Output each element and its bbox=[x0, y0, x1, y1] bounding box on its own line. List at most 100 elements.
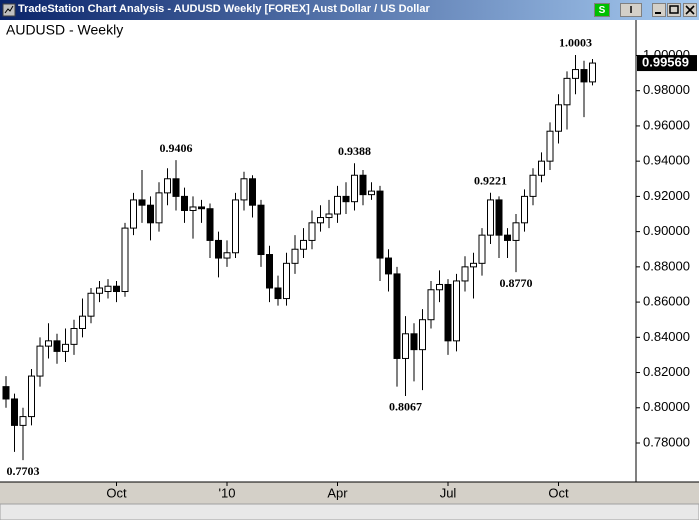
candle-body bbox=[300, 239, 307, 250]
candle-body bbox=[351, 174, 358, 203]
scrollbar[interactable] bbox=[0, 503, 699, 520]
window-title: TradeStation Chart Analysis - AUDUSD Wee… bbox=[18, 3, 430, 15]
high-label: 0.9388 bbox=[338, 144, 371, 158]
candle-body bbox=[342, 195, 350, 203]
candle-body bbox=[130, 199, 137, 229]
candle-body bbox=[70, 328, 78, 345]
candle-body bbox=[291, 248, 299, 264]
low-label: 0.8067 bbox=[389, 400, 422, 414]
x-tick-label: Oct bbox=[106, 485, 127, 500]
candle-body bbox=[45, 340, 52, 347]
y-tick-label: 0.92000 bbox=[643, 188, 690, 203]
candle-body bbox=[555, 104, 562, 132]
candle-body bbox=[393, 273, 401, 359]
x-tick-label: Apr bbox=[327, 485, 348, 500]
candle-body bbox=[283, 262, 290, 300]
candle-body bbox=[172, 178, 180, 197]
candle-body bbox=[138, 199, 146, 206]
minimize-button[interactable] bbox=[652, 3, 666, 17]
candle-body bbox=[444, 283, 452, 342]
candle-body bbox=[470, 262, 477, 268]
price-axis-panel bbox=[636, 20, 699, 482]
candle-body bbox=[62, 343, 69, 352]
plot: 0.78000 0.80000 0.82000 0.84000 0.86000 0.880… bbox=[2, 36, 697, 500]
candle-body bbox=[113, 285, 120, 293]
candle-body bbox=[521, 195, 528, 224]
candle-body bbox=[155, 192, 163, 224]
candle-body bbox=[529, 174, 537, 197]
high-label: 1.0003 bbox=[559, 36, 592, 50]
y-tick-label: 0.82000 bbox=[643, 364, 690, 379]
x-tick-label: Jul bbox=[440, 485, 457, 500]
last-price-label: 0.99569 bbox=[642, 54, 689, 69]
candle-body bbox=[376, 190, 384, 259]
close-icon bbox=[685, 5, 695, 15]
candle-body bbox=[427, 289, 435, 321]
i-button[interactable]: I bbox=[620, 3, 642, 17]
y-tick-label: 0.98000 bbox=[643, 82, 690, 97]
candle-body bbox=[512, 222, 520, 241]
candle-body bbox=[223, 252, 231, 259]
candle-body bbox=[19, 416, 27, 426]
y-tick-label: 0.84000 bbox=[643, 329, 690, 344]
candle-body bbox=[410, 333, 418, 351]
candle-body bbox=[2, 386, 10, 400]
candle-body bbox=[266, 254, 273, 289]
plot-area bbox=[0, 20, 636, 482]
candle-body bbox=[368, 190, 375, 196]
candle-body bbox=[232, 199, 239, 254]
y-tick-label: 0.88000 bbox=[643, 258, 690, 273]
candle-body bbox=[453, 280, 460, 342]
candle-body bbox=[334, 195, 341, 215]
candle-body bbox=[325, 213, 333, 219]
candle-body bbox=[104, 285, 112, 293]
candle-body bbox=[538, 160, 545, 176]
low-label: 0.8770 bbox=[500, 276, 533, 290]
candle-body bbox=[402, 333, 409, 359]
candle-body bbox=[274, 287, 282, 300]
candle-body bbox=[87, 292, 95, 317]
candle-body bbox=[580, 69, 588, 83]
maximize-button[interactable] bbox=[667, 3, 681, 17]
high-label: 0.9221 bbox=[474, 173, 507, 187]
y-tick-label: 0.86000 bbox=[643, 294, 690, 309]
candle-body bbox=[206, 208, 214, 241]
x-tick-label: Oct bbox=[548, 485, 569, 500]
candle-body bbox=[36, 345, 44, 377]
high-label: 0.9406 bbox=[160, 141, 193, 155]
maximize-icon bbox=[669, 5, 679, 14]
candle-body bbox=[589, 62, 596, 83]
candle-body bbox=[28, 375, 35, 418]
s-button[interactable]: S bbox=[594, 3, 610, 17]
x-tick-label: '10 bbox=[219, 485, 236, 500]
candle-body bbox=[563, 77, 571, 106]
candle-body bbox=[147, 204, 154, 224]
candle-body bbox=[436, 283, 443, 291]
candle-body bbox=[198, 206, 205, 210]
y-tick-label: 0.78000 bbox=[643, 434, 690, 449]
candle-body bbox=[308, 222, 316, 241]
candle-body bbox=[181, 195, 188, 211]
chart: AUDUSD - Weekly 0.78000 0.80000 0.82000 0.8… bbox=[0, 20, 699, 520]
candle-body bbox=[96, 287, 103, 294]
y-tick-label: 0.90000 bbox=[643, 223, 690, 238]
candle-body bbox=[487, 199, 494, 236]
candle-body bbox=[478, 234, 486, 264]
candle-body bbox=[461, 266, 469, 282]
app-icon bbox=[2, 3, 16, 17]
candle-body bbox=[189, 206, 197, 211]
y-tick-label: 0.94000 bbox=[643, 153, 690, 168]
candle-body bbox=[572, 69, 579, 79]
candle-body bbox=[385, 257, 392, 275]
candle-body bbox=[419, 319, 426, 351]
candle-body bbox=[504, 234, 511, 241]
chart-title: AUDUSD - Weekly bbox=[6, 22, 123, 38]
y-tick-label: 0.96000 bbox=[643, 117, 690, 132]
candle-body bbox=[240, 178, 248, 201]
minimize-icon bbox=[655, 12, 661, 14]
candle-body bbox=[249, 178, 256, 206]
low-label: 0.7703 bbox=[7, 464, 40, 478]
close-button[interactable] bbox=[683, 3, 697, 17]
candle-body bbox=[359, 174, 367, 196]
